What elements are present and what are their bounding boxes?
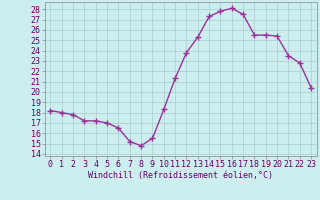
- X-axis label: Windchill (Refroidissement éolien,°C): Windchill (Refroidissement éolien,°C): [88, 171, 273, 180]
